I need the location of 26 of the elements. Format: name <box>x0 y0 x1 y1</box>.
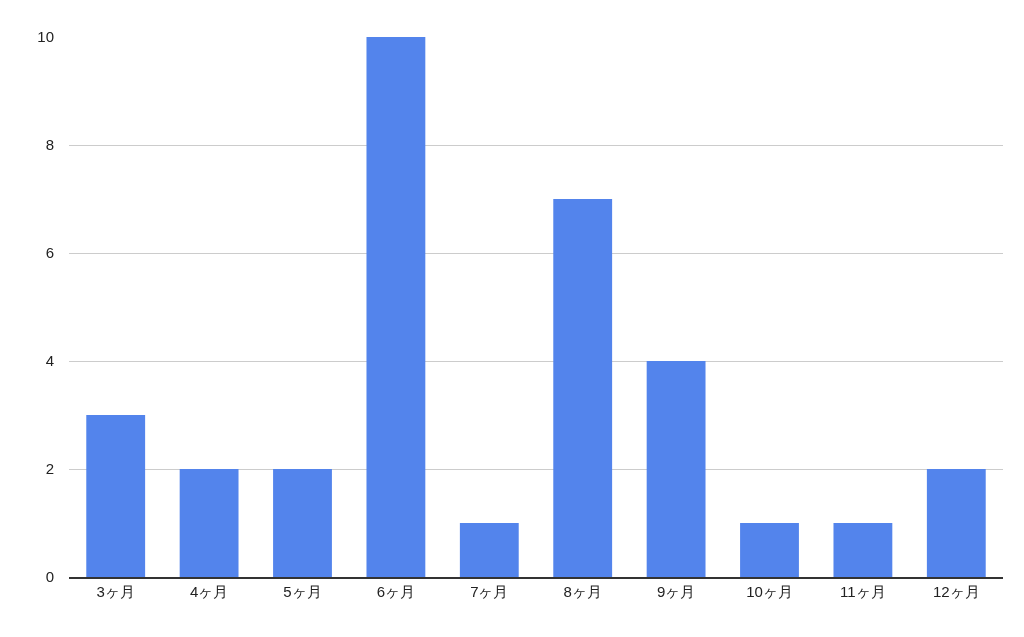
bar <box>740 523 799 577</box>
bar <box>926 469 986 577</box>
bar <box>366 37 426 577</box>
bar <box>646 361 706 577</box>
x-tick-label: 4ヶ月 <box>189 582 229 600</box>
bar <box>833 523 893 577</box>
y-tick-label: 4 <box>45 352 54 370</box>
bar <box>179 469 239 577</box>
x-tick-label: 12ヶ月 <box>932 582 980 600</box>
x-tick-label: 10ヶ月 <box>746 582 793 600</box>
x-tick-label: 11ヶ月 <box>840 582 886 600</box>
x-tick-label: 7ヶ月 <box>470 582 509 600</box>
y-tick-label: 8 <box>45 136 54 154</box>
x-tick-label: 8ヶ月 <box>563 582 602 600</box>
y-tick-label: 10 <box>37 28 54 46</box>
y-tick-label: 0 <box>45 568 54 586</box>
x-tick-label: 5ヶ月 <box>283 582 322 600</box>
bar <box>273 469 332 577</box>
x-tick-label: 6ヶ月 <box>376 582 416 600</box>
y-tick-label: 2 <box>45 460 54 478</box>
x-tick-label: 3ヶ月 <box>96 582 135 600</box>
bar <box>553 199 613 577</box>
y-tick-label: 6 <box>45 244 54 262</box>
bar <box>459 523 519 577</box>
bar <box>86 415 146 577</box>
x-tick-label: 9ヶ月 <box>656 582 696 600</box>
